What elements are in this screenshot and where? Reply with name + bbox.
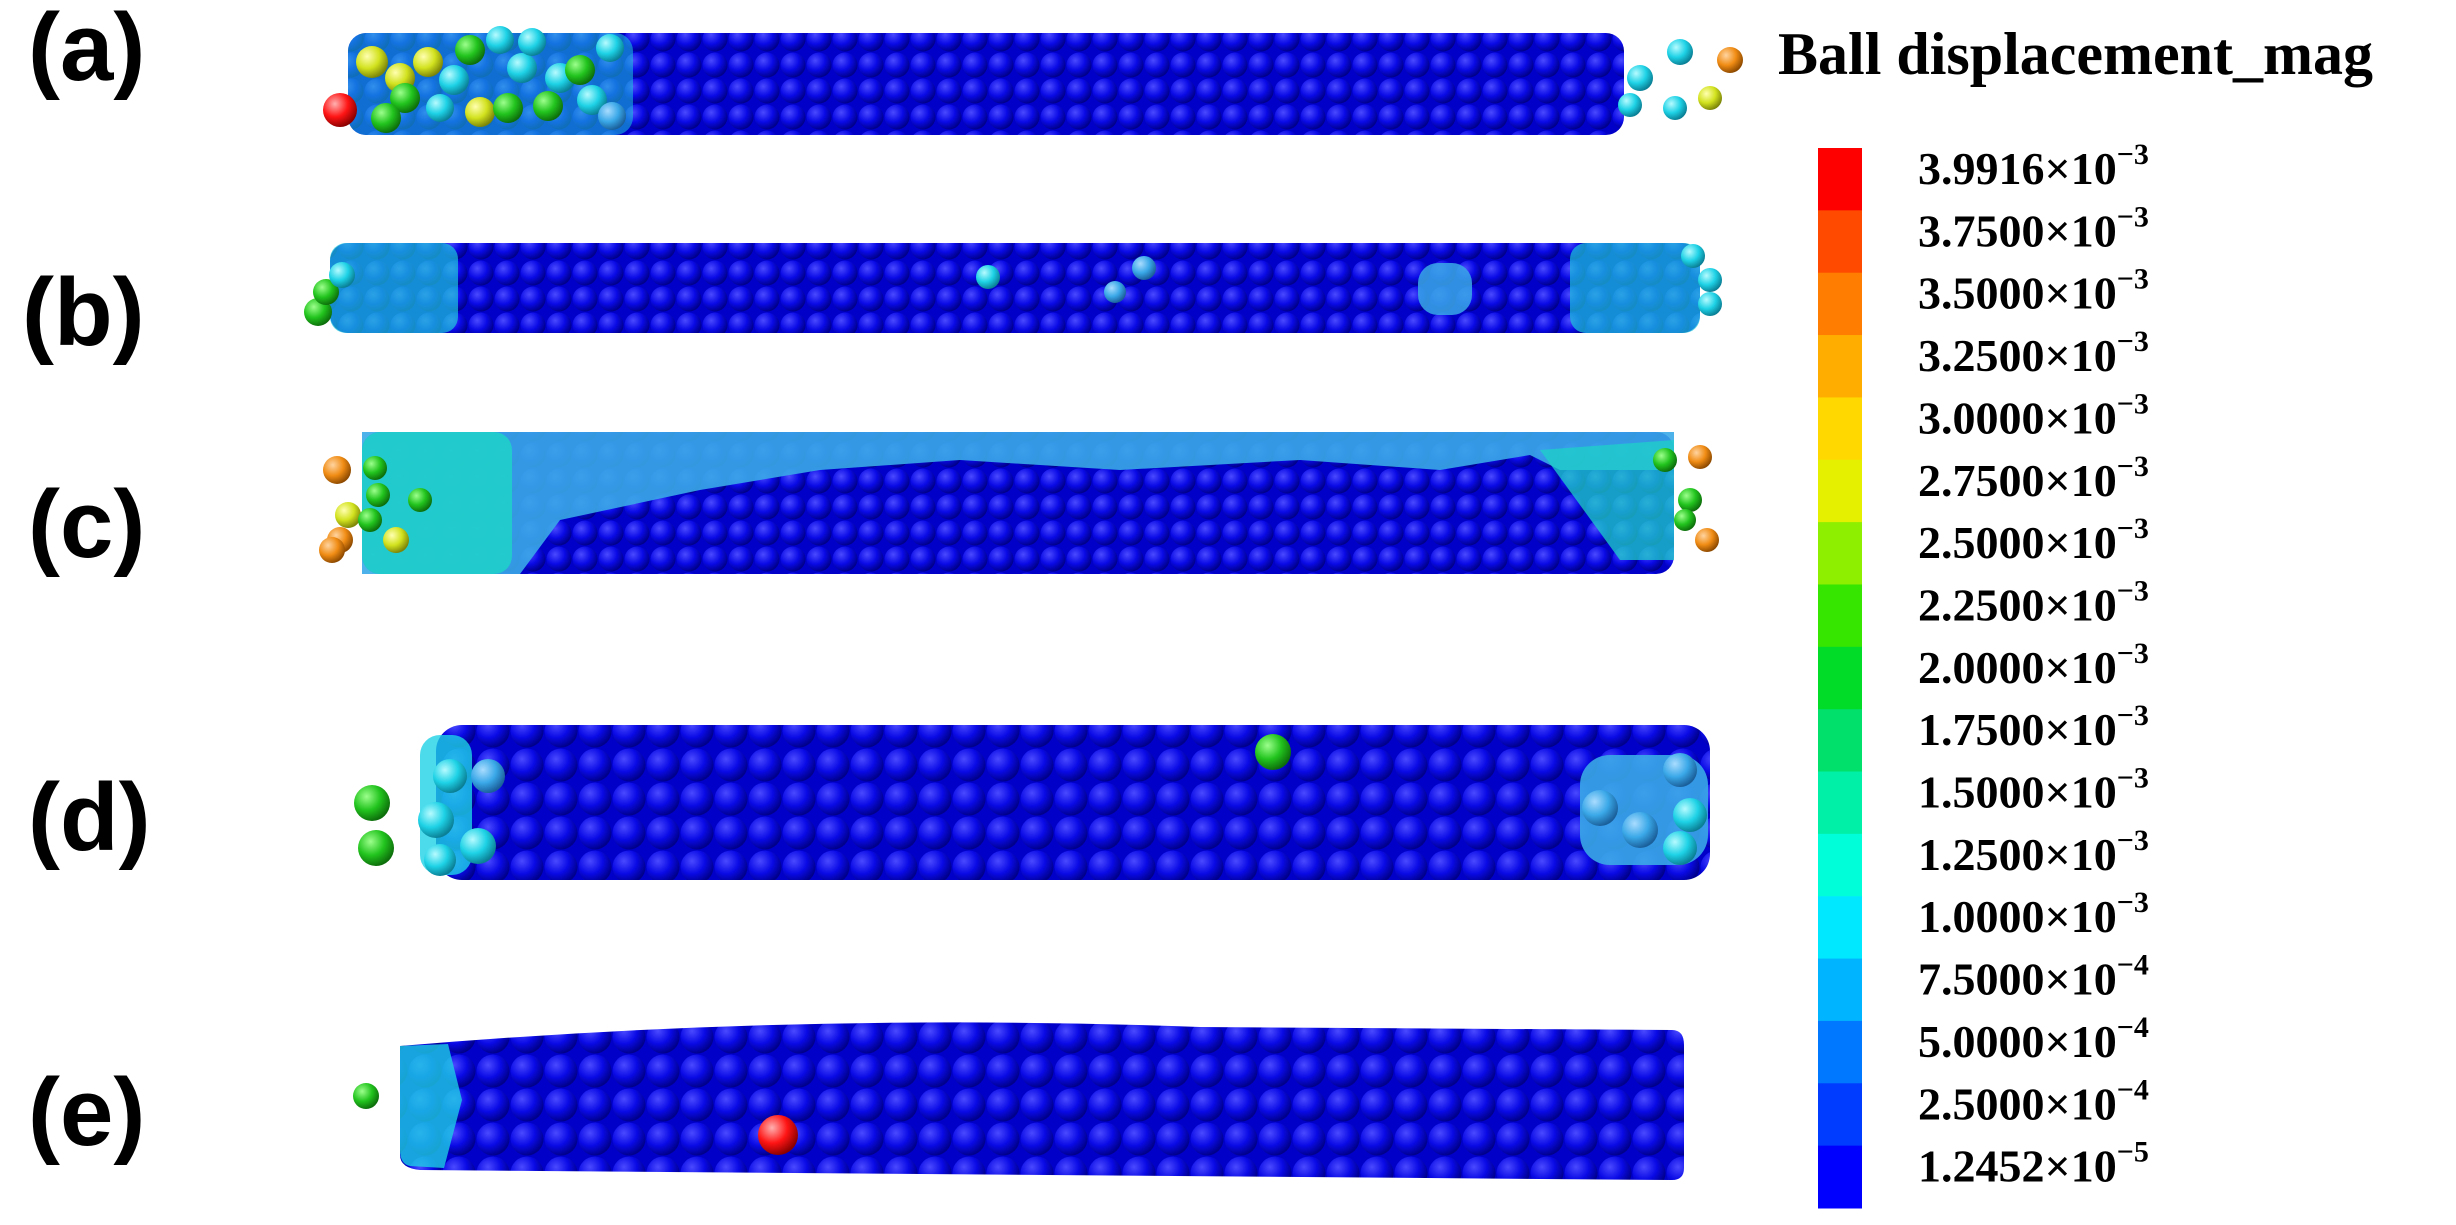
panel-label-b: (b): [22, 259, 145, 366]
colorbar-tick-label: 3.9916×10−3: [1918, 138, 2149, 194]
colorbar-tick-label: 7.5000×10−4: [1918, 949, 2149, 1005]
specimen-a-body: [348, 33, 1624, 135]
colorbar-segment: [1818, 771, 1862, 835]
colorbar-tick-label: 5.0000×10−4: [1918, 1011, 2149, 1067]
specimen-e-body: [400, 1022, 1684, 1180]
colorbar-tick-label: 1.7500×10−3: [1918, 699, 2149, 755]
colorbar-tick-label: 1.5000×10−3: [1918, 762, 2149, 818]
colorbar-segment: [1818, 1083, 1862, 1147]
specimen-b-left-zone: [330, 243, 458, 333]
panel-label-c: (c): [28, 471, 145, 578]
legend-title: Ball displacement_mag: [1778, 21, 2373, 87]
colorbar-segment: [1818, 1145, 1862, 1209]
panel-label-a: (a): [28, 0, 145, 101]
colorbar-tick-labels: 3.9916×10−3 3.7500×10−3 3.5000×10−3 3.2500×…: [1918, 138, 2149, 1192]
colorbar-tick-label: 3.2500×10−3: [1918, 325, 2149, 381]
colorbar-segment: [1818, 896, 1862, 960]
colorbar-segment: [1818, 958, 1862, 1022]
specimen-c-right-zone: [1540, 440, 1674, 560]
colorbar-segment: [1818, 397, 1862, 461]
specimen-c: [319, 432, 1719, 574]
specimen-b-cluster: [1418, 263, 1472, 315]
colorbar-segment: [1818, 210, 1862, 274]
specimen-c-upper-zone: [362, 432, 1674, 574]
colorbar-segment: [1818, 522, 1862, 585]
specimen-d-particles: [354, 734, 1707, 876]
colorbar-tick-label: 1.0000×10−3: [1918, 886, 2149, 942]
colorbar-segment: [1818, 709, 1862, 773]
specimen-b-body: [330, 243, 1700, 333]
specimen-b: [304, 243, 1722, 333]
colorbar-tick-label: 2.5000×10−4: [1918, 1073, 2149, 1129]
colorbar-tick-label: 3.5000×10−3: [1918, 263, 2149, 319]
specimen-a-particles: [323, 26, 1743, 133]
colorbar-tick-label: 3.7500×10−3: [1918, 200, 2149, 256]
colorbar-tick-label: 2.2500×10−3: [1918, 574, 2149, 630]
specimen-d: [354, 725, 1710, 880]
colorbar-segment: [1818, 335, 1862, 398]
colorbar: [1818, 148, 1862, 1209]
specimen-c-particles: [319, 445, 1719, 563]
colorbar-tick-label: 1.2500×10−3: [1918, 824, 2149, 880]
colorbar-segment: [1818, 459, 1862, 523]
colorbar-tick-label: 2.5000×10−3: [1918, 512, 2149, 568]
panel-label-d: (d): [28, 764, 151, 871]
colorbar-segment: [1818, 272, 1862, 336]
colorbar-segment: [1818, 1020, 1862, 1084]
specimen-e: [353, 1022, 1684, 1180]
colorbar-tick-label: 1.2452×10−5: [1918, 1136, 2149, 1192]
colorbar-segment: [1818, 584, 1862, 648]
panel-label-e: (e): [28, 1059, 145, 1166]
colorbar-tick-label: 2.0000×10−3: [1918, 637, 2149, 693]
specimen-b-particles: [304, 244, 1722, 326]
legend: Ball displacement_mag 3.9916×10−3 3.7500×…: [1778, 21, 2373, 1209]
colorbar-segment: [1818, 646, 1862, 710]
colorbar-tick-label: 3.0000×10−3: [1918, 387, 2149, 443]
specimen-a: [323, 26, 1743, 135]
colorbar-tick-label: 2.7500×10−3: [1918, 450, 2149, 506]
specimen-d-body: [436, 725, 1710, 880]
colorbar-segment: [1818, 833, 1862, 897]
specimen-e-left-zone: [400, 1044, 462, 1168]
specimen-b-right-zone: [1570, 243, 1700, 333]
colorbar-segment: [1818, 148, 1862, 211]
specimen-e-particles: [353, 1083, 798, 1155]
